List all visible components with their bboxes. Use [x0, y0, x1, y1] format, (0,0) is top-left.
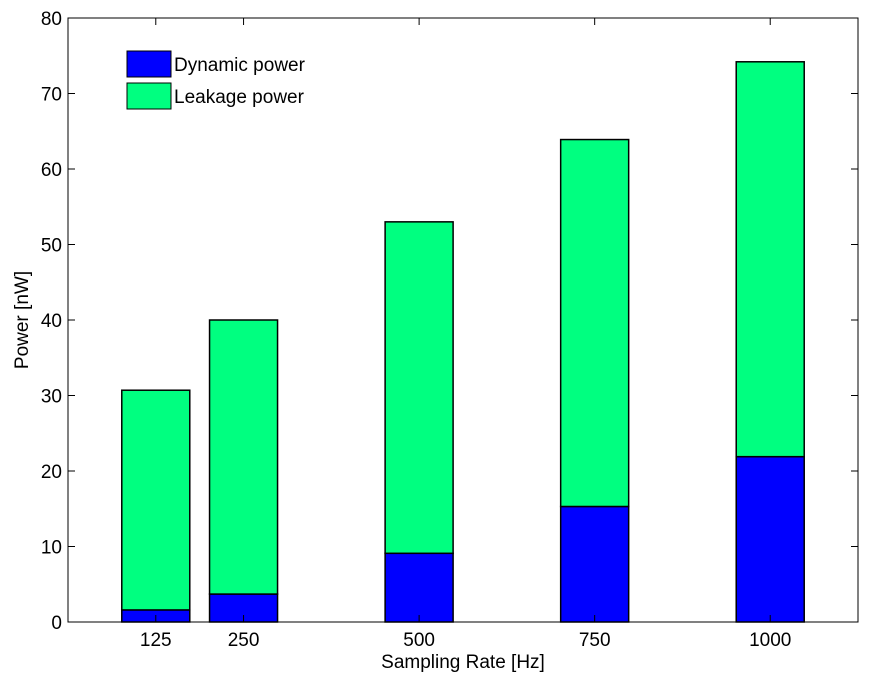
bar-leakage-power-750 [559, 138, 630, 508]
x-tick-label: 125 [140, 630, 172, 651]
bar-leakage-power-125 [121, 389, 191, 611]
legend-swatch-leakage-power [126, 82, 172, 110]
y-tick-label: 40 [41, 311, 62, 332]
legend-swatch-dynamic-power [126, 50, 172, 78]
x-tick-label: 1000 [749, 630, 791, 651]
x-tick-label: 250 [228, 630, 260, 651]
y-tick-label: 50 [41, 236, 62, 257]
legend: Dynamic power Leakage power [126, 50, 306, 110]
y-tick-label: 20 [41, 462, 62, 483]
bar-leakage-power-250 [208, 319, 279, 595]
bar-dynamic-power-750 [559, 505, 630, 623]
y-tick-label: 60 [41, 160, 62, 181]
y-axis: 0 10 20 30 40 50 60 70 80 [41, 9, 858, 634]
legend-label-dynamic-power: Dynamic power [174, 55, 306, 76]
bar-dynamic-power-1000 [735, 455, 805, 623]
y-axis-label: Power [nW] [12, 271, 33, 369]
y-tick-label: 80 [41, 9, 62, 30]
y-tick-label: 10 [41, 538, 62, 559]
bar-leakage-power-1000 [735, 61, 805, 458]
bar-leakage-power-500 [384, 221, 454, 555]
x-axis-label: Sampling Rate [Hz] [381, 652, 545, 673]
bar-dynamic-power-500 [384, 552, 454, 623]
x-axis: 125 250 500 750 1000 [140, 18, 791, 651]
x-tick-label: 750 [579, 630, 611, 651]
bars-layer [121, 61, 805, 623]
y-tick-label: 30 [41, 387, 62, 408]
y-tick-label: 70 [41, 85, 62, 106]
x-tick-label: 500 [403, 630, 435, 651]
legend-label-leakage-power: Leakage power [174, 87, 305, 108]
y-tick-label: 0 [51, 613, 62, 634]
